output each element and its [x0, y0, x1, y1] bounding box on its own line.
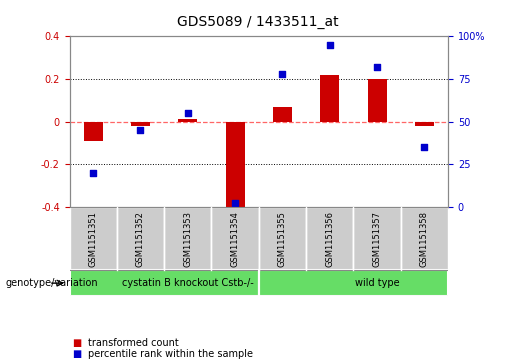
- Text: GSM1151351: GSM1151351: [89, 211, 98, 266]
- Bar: [84, 122, 102, 141]
- Bar: [259, 270, 448, 296]
- Text: GSM1151354: GSM1151354: [231, 211, 239, 266]
- Text: genotype/variation: genotype/variation: [5, 278, 98, 288]
- Text: cystatin B knockout Cstb-/-: cystatin B knockout Cstb-/-: [122, 278, 254, 288]
- Bar: [178, 119, 197, 122]
- Text: wild type: wild type: [355, 278, 400, 288]
- Bar: [131, 122, 150, 126]
- Text: GSM1151355: GSM1151355: [278, 211, 287, 266]
- Bar: [415, 122, 434, 126]
- Point: [278, 71, 286, 77]
- Point: [420, 144, 428, 150]
- Bar: [306, 207, 353, 270]
- Text: GSM1151357: GSM1151357: [372, 211, 382, 267]
- Text: GSM1151353: GSM1151353: [183, 211, 192, 267]
- Text: percentile rank within the sample: percentile rank within the sample: [88, 349, 252, 359]
- Bar: [212, 207, 259, 270]
- Bar: [117, 207, 164, 270]
- Text: GDS5089 / 1433511_at: GDS5089 / 1433511_at: [177, 15, 338, 29]
- Bar: [368, 79, 387, 122]
- Bar: [401, 207, 448, 270]
- Point: [136, 127, 145, 133]
- Text: GSM1151358: GSM1151358: [420, 211, 429, 267]
- Point: [184, 110, 192, 116]
- Text: transformed count: transformed count: [88, 338, 178, 348]
- Text: GSM1151352: GSM1151352: [136, 211, 145, 266]
- Bar: [70, 207, 117, 270]
- Bar: [226, 122, 245, 209]
- Bar: [70, 270, 259, 296]
- Text: GSM1151356: GSM1151356: [325, 211, 334, 267]
- Point: [325, 42, 334, 48]
- Point: [373, 64, 381, 70]
- Bar: [353, 207, 401, 270]
- Bar: [259, 207, 306, 270]
- Bar: [273, 107, 292, 122]
- Bar: [164, 207, 212, 270]
- Bar: [320, 75, 339, 122]
- Point: [89, 170, 97, 176]
- Text: ■: ■: [72, 338, 81, 348]
- Text: ■: ■: [72, 349, 81, 359]
- Point: [231, 201, 239, 207]
